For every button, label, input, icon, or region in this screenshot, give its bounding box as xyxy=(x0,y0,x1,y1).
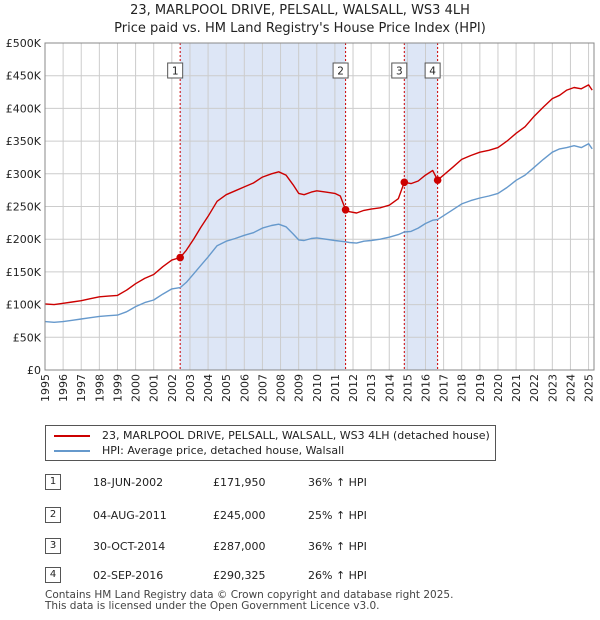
y-tick-label: £350K xyxy=(6,135,42,148)
x-tick-label: 2006 xyxy=(238,374,251,402)
transaction-price: £290,325 xyxy=(213,569,266,582)
legend-item-price: 23, MARLPOOL DRIVE, PELSALL, WALSALL, WS… xyxy=(54,428,490,443)
x-tick-label: 2003 xyxy=(184,374,197,402)
transaction-hpi: 25% ↑ HPI xyxy=(308,509,367,522)
gridlines xyxy=(44,42,594,371)
x-tick-label: 2004 xyxy=(202,374,215,402)
chart-title: 23, MARLPOOL DRIVE, PELSALL, WALSALL, WS… xyxy=(0,2,600,38)
y-tick-label: £300K xyxy=(6,168,42,181)
x-tick-label: 2024 xyxy=(564,374,577,402)
footer-line1: Contains HM Land Registry data © Crown c… xyxy=(45,589,454,601)
transaction-row: 2 04-AUG-2011 £245,000 25% ↑ HPI xyxy=(45,505,485,525)
x-tick-label: 2021 xyxy=(510,374,523,402)
legend-swatch-hpi xyxy=(54,449,90,452)
transaction-price: £171,950 xyxy=(213,476,266,489)
x-tick-label: 2009 xyxy=(293,374,306,402)
sale-marker-box xyxy=(167,62,184,79)
legend-swatch-price xyxy=(54,434,90,437)
sale-marker-number: 3 xyxy=(396,66,403,78)
x-tick-label: 2025 xyxy=(583,374,596,402)
x-tick-label: 2005 xyxy=(220,374,233,402)
sale-marker-labels: 1 2 3 4 xyxy=(167,62,441,79)
sale-marker-number: 2 xyxy=(337,66,344,78)
x-tick-label: 2018 xyxy=(456,374,469,402)
transaction-number: 2 xyxy=(45,507,61,523)
transaction-date: 02-SEP-2016 xyxy=(93,569,164,582)
transaction-row: 1 18-JUN-2002 £171,950 36% ↑ HPI xyxy=(45,472,485,492)
sale-points xyxy=(176,176,442,262)
transaction-date: 30-OCT-2014 xyxy=(93,540,166,553)
transaction-date: 04-AUG-2011 xyxy=(93,509,167,522)
price-paid-line xyxy=(44,84,593,306)
y-tick-label: £250K xyxy=(6,201,42,214)
transaction-date: 18-JUN-2002 xyxy=(93,476,164,489)
transaction-number: 4 xyxy=(45,567,61,583)
x-tick-label: 2017 xyxy=(438,374,451,402)
x-tick-label: 2023 xyxy=(546,374,559,402)
transaction-number: 1 xyxy=(45,474,61,490)
legend: 23, MARLPOOL DRIVE, PELSALL, WALSALL, WS… xyxy=(45,425,496,461)
x-tick-label: 2008 xyxy=(275,374,288,402)
y-tick-label: £200K xyxy=(6,233,42,246)
sale-point xyxy=(400,178,409,187)
x-tick-label: 1998 xyxy=(93,374,106,402)
y-tick-label: £50K xyxy=(13,331,42,344)
transaction-hpi: 36% ↑ HPI xyxy=(308,476,367,489)
sale-marker-number: 1 xyxy=(172,66,179,78)
x-tick-label: 2019 xyxy=(474,374,487,402)
x-tick-label: 2012 xyxy=(347,374,360,402)
sale-marker-number: 4 xyxy=(429,66,436,78)
x-tick-label: 2013 xyxy=(365,374,378,402)
y-tick-label: £500K xyxy=(6,37,42,50)
x-tick-label: 2001 xyxy=(148,374,161,402)
transaction-number: 3 xyxy=(45,538,61,554)
x-tick-label: 1999 xyxy=(111,374,124,402)
x-tick-label: 2000 xyxy=(130,374,143,402)
transaction-row: 4 02-SEP-2016 £290,325 26% ↑ HPI xyxy=(45,565,485,585)
legend-item-hpi: HPI: Average price, detached house, Wals… xyxy=(54,443,344,458)
sale-point xyxy=(433,176,442,184)
sale-marker-box xyxy=(332,62,349,79)
sale-point xyxy=(176,253,184,262)
transaction-hpi: 36% ↑ HPI xyxy=(308,540,367,553)
x-tick-label: 2002 xyxy=(166,374,179,402)
footer: Contains HM Land Registry data © Crown c… xyxy=(45,590,453,612)
transaction-row: 3 30-OCT-2014 £287,000 36% ↑ HPI xyxy=(45,536,485,556)
x-tick-label: 2010 xyxy=(311,374,324,402)
plot-frame xyxy=(44,42,595,371)
x-tick-label: 2020 xyxy=(492,374,505,402)
x-tick-label: 2015 xyxy=(401,374,414,402)
legend-label-hpi: HPI: Average price, detached house, Wals… xyxy=(102,444,345,457)
chart-title-line2: Price paid vs. HM Land Registry's House … xyxy=(114,21,486,36)
y-tick-label: £0 xyxy=(27,364,41,377)
transaction-price: £245,000 xyxy=(213,509,266,522)
x-tick-label: 2014 xyxy=(383,374,396,402)
x-tick-label: 1997 xyxy=(75,374,88,402)
axes: £0 £50K £100K £150K £200K £250K £300K £350K £400… xyxy=(6,37,596,402)
y-tick-label: £100K xyxy=(6,299,42,312)
legend-label-price: 23, MARLPOOL DRIVE, PELSALL, WALSALL, WS… xyxy=(102,429,490,442)
x-tick-label: 1996 xyxy=(57,374,70,402)
sale-point xyxy=(341,205,350,214)
sale-marker-box xyxy=(391,62,408,79)
x-tick-label: 2022 xyxy=(528,374,541,402)
x-tick-label: 2011 xyxy=(329,374,342,402)
sale-marker-box xyxy=(424,62,441,79)
chart-title-line1: 23, MARLPOOL DRIVE, PELSALL, WALSALL, WS… xyxy=(130,3,470,18)
footer-line2: This data is licensed under the Open Gov… xyxy=(45,600,380,612)
hpi-line xyxy=(44,142,593,323)
x-tick-label: 2016 xyxy=(419,374,432,402)
series-lines xyxy=(44,84,593,323)
x-tick-label: 1995 xyxy=(39,374,52,402)
transaction-hpi: 26% ↑ HPI xyxy=(308,569,367,582)
y-tick-label: £150K xyxy=(6,266,42,279)
y-tick-label: £400K xyxy=(6,102,42,115)
y-tick-label: £450K xyxy=(6,70,42,83)
transaction-price: £287,000 xyxy=(213,540,266,553)
x-tick-label: 2007 xyxy=(256,374,269,402)
sale-markers-vlines xyxy=(179,43,439,370)
price-chart: 1 2 3 4 £0 £50K £100K £150K £200K £250K £300K £350… xyxy=(6,37,596,402)
